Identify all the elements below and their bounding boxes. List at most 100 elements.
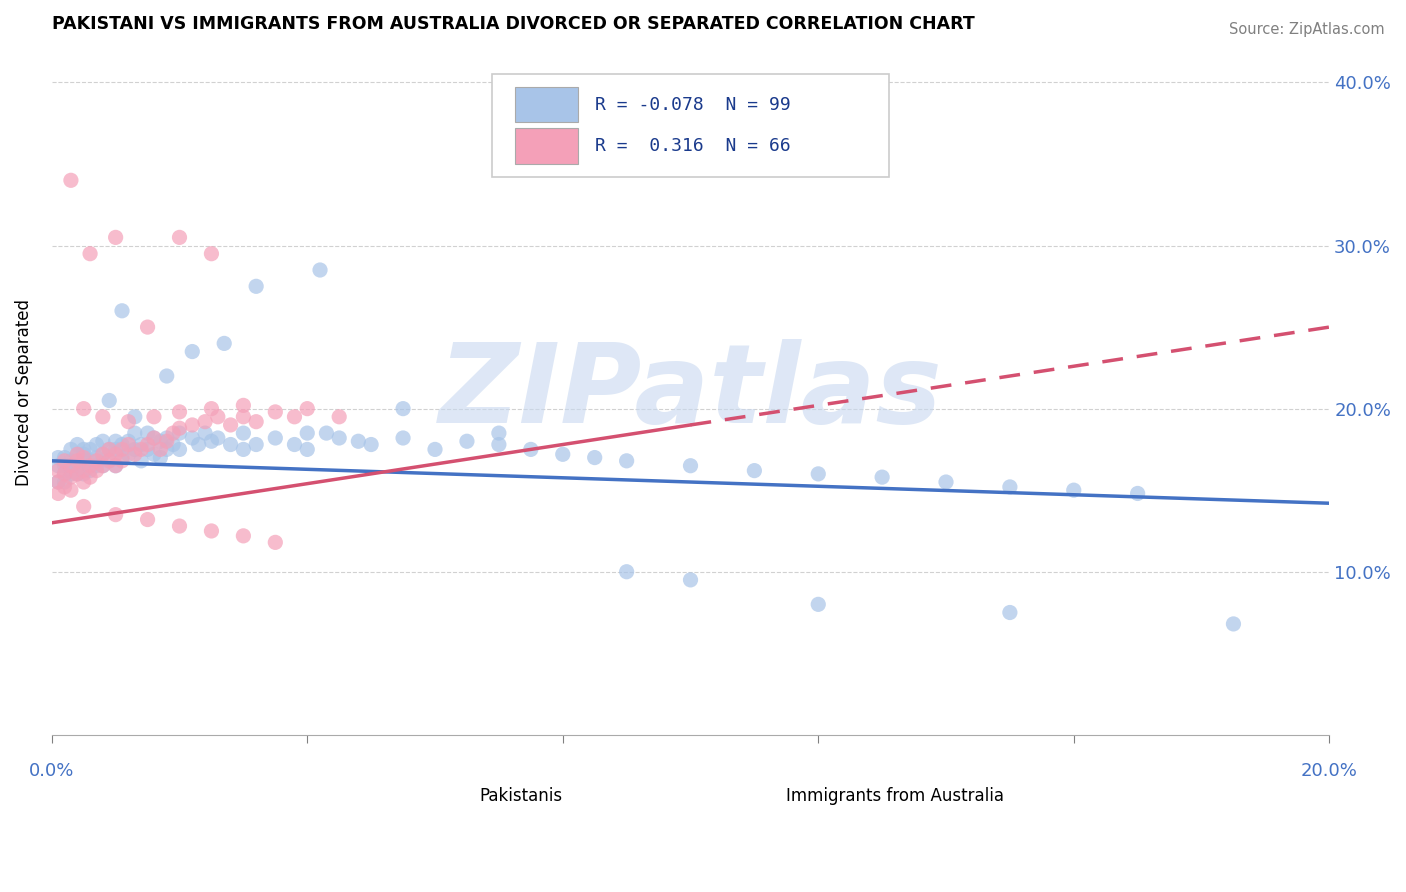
Point — [53, 458, 76, 473]
Point — [59, 464, 82, 478]
Point — [91, 458, 114, 473]
Point — [73, 475, 96, 489]
Point — [870, 470, 893, 484]
Point — [194, 415, 217, 429]
Point — [162, 426, 184, 441]
Point — [136, 512, 159, 526]
Text: R =  0.316  N = 66: R = 0.316 N = 66 — [595, 136, 790, 154]
Point — [328, 409, 350, 424]
Point — [124, 442, 146, 457]
Point — [583, 450, 606, 465]
Text: 20.0%: 20.0% — [1301, 762, 1358, 780]
Point — [104, 458, 127, 473]
Point — [53, 450, 76, 465]
Point — [232, 426, 254, 441]
Point — [232, 398, 254, 412]
Text: Immigrants from Australia: Immigrants from Australia — [786, 788, 1004, 805]
Point — [86, 454, 108, 468]
Y-axis label: Divorced or Separated: Divorced or Separated — [15, 299, 32, 486]
Point — [53, 467, 76, 481]
Point — [232, 442, 254, 457]
Point — [156, 442, 179, 457]
Point — [46, 464, 69, 478]
Point — [73, 464, 96, 478]
Point — [111, 454, 134, 468]
Point — [46, 450, 69, 465]
Point — [245, 415, 267, 429]
Point — [156, 434, 179, 449]
FancyBboxPatch shape — [406, 783, 465, 815]
Point — [53, 467, 76, 481]
Point — [136, 442, 159, 457]
Point — [53, 475, 76, 489]
Point — [46, 486, 69, 500]
Point — [1063, 483, 1085, 498]
Point — [104, 458, 127, 473]
Point — [59, 454, 82, 468]
Point — [392, 431, 415, 445]
Point — [998, 606, 1021, 620]
Point — [219, 437, 242, 451]
Point — [162, 437, 184, 451]
Point — [169, 230, 191, 244]
Point — [79, 246, 101, 260]
Point — [111, 450, 134, 465]
Point — [46, 475, 69, 489]
Point — [551, 447, 574, 461]
Point — [392, 401, 415, 416]
Point — [1222, 616, 1244, 631]
Text: PAKISTANI VS IMMIGRANTS FROM AUSTRALIA DIVORCED OR SEPARATED CORRELATION CHART: PAKISTANI VS IMMIGRANTS FROM AUSTRALIA D… — [52, 15, 974, 33]
Point — [73, 442, 96, 457]
Point — [187, 437, 209, 451]
Point — [98, 454, 121, 468]
Point — [66, 454, 89, 468]
Point — [212, 336, 235, 351]
Point — [194, 426, 217, 441]
Point — [79, 454, 101, 468]
Point — [91, 447, 114, 461]
Point — [98, 393, 121, 408]
Point — [79, 470, 101, 484]
Point — [59, 467, 82, 481]
Point — [232, 529, 254, 543]
Point — [181, 417, 204, 432]
Point — [309, 263, 332, 277]
Point — [169, 405, 191, 419]
Point — [169, 519, 191, 533]
Point — [104, 230, 127, 244]
Point — [117, 447, 139, 461]
Point — [744, 464, 766, 478]
Point — [283, 409, 305, 424]
Point — [297, 426, 319, 441]
Point — [46, 458, 69, 473]
Point — [200, 524, 222, 538]
Point — [104, 508, 127, 522]
Text: 0.0%: 0.0% — [30, 762, 75, 780]
Point — [935, 475, 957, 489]
Point — [59, 173, 82, 187]
Point — [124, 447, 146, 461]
FancyBboxPatch shape — [492, 74, 889, 177]
Point — [98, 454, 121, 468]
Point — [66, 458, 89, 473]
Point — [149, 434, 172, 449]
Point — [679, 458, 702, 473]
Text: Source: ZipAtlas.com: Source: ZipAtlas.com — [1229, 22, 1385, 37]
Point — [59, 483, 82, 498]
Point — [59, 470, 82, 484]
Point — [245, 437, 267, 451]
Point — [200, 246, 222, 260]
Point — [86, 450, 108, 465]
Point — [156, 431, 179, 445]
Point — [297, 401, 319, 416]
Text: Pakistanis: Pakistanis — [479, 788, 562, 805]
Point — [142, 431, 165, 445]
Point — [1126, 486, 1149, 500]
Point — [117, 437, 139, 451]
Point — [149, 450, 172, 465]
Point — [679, 573, 702, 587]
Point — [488, 437, 510, 451]
Point — [111, 437, 134, 451]
Point — [66, 467, 89, 481]
Point — [360, 437, 382, 451]
